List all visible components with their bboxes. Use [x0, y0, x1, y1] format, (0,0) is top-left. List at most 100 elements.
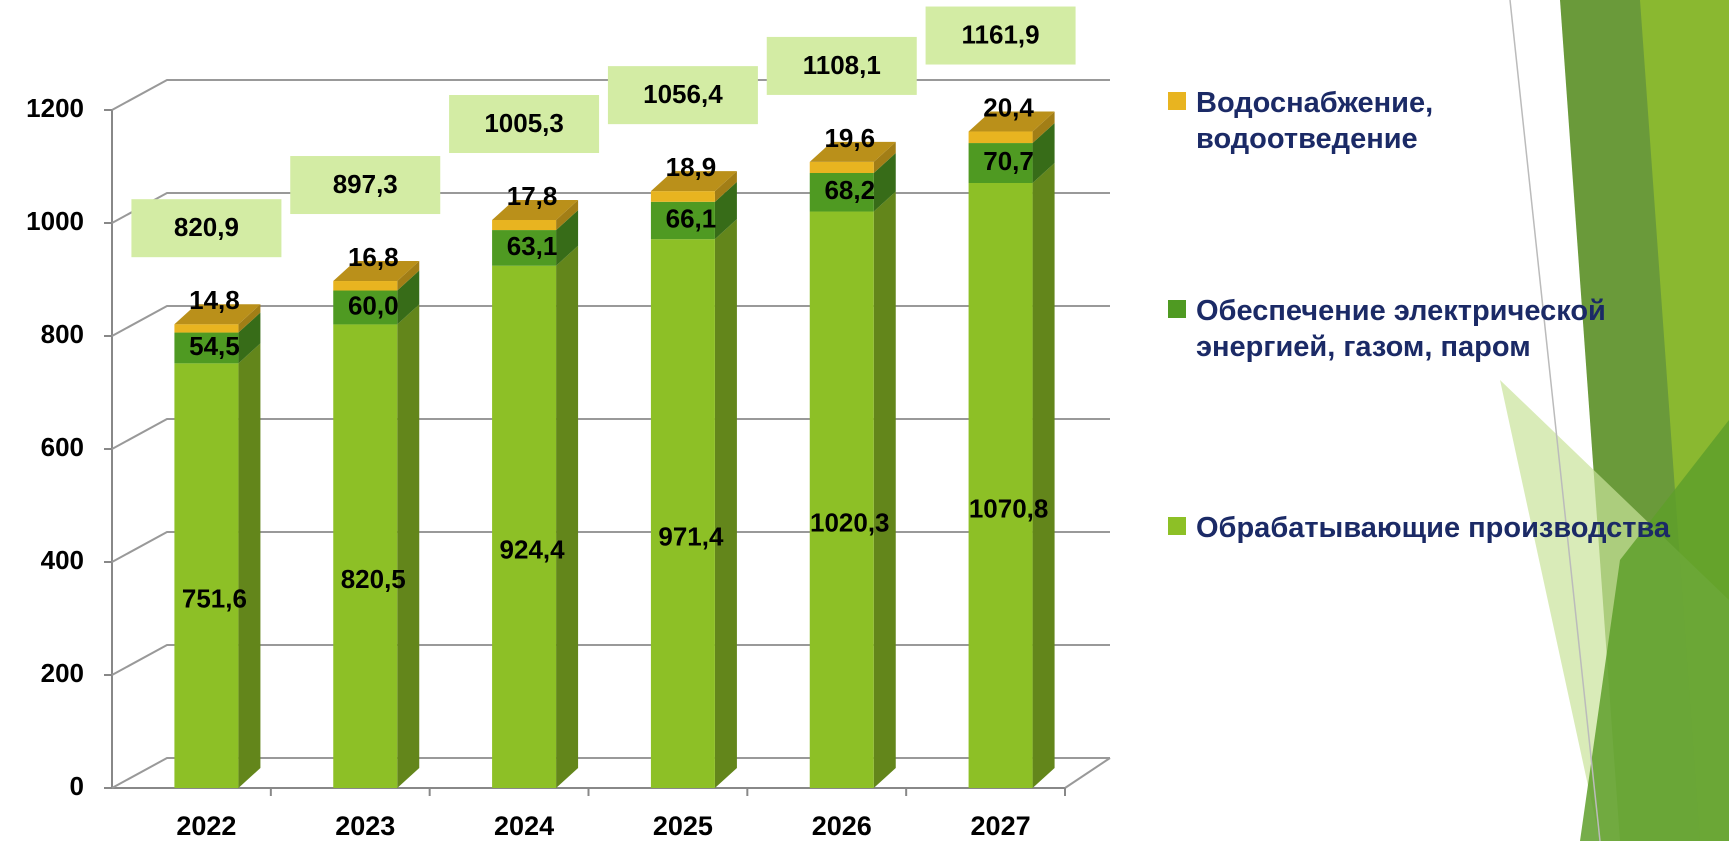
value-label: 70,7 [983, 146, 1034, 176]
legend: Водоснабжение, водоотведение Обеспечение э… [1168, 87, 1671, 544]
bar-side [1032, 111, 1055, 144]
bar-top [650, 171, 737, 192]
bar-segment [968, 131, 1033, 144]
bar-top [174, 304, 261, 325]
grid-line [111, 757, 1110, 789]
value-label: 17,8 [507, 181, 558, 211]
value-label: 14,8 [189, 285, 240, 315]
x-tick-label: 2022 [176, 811, 236, 841]
bar-side [556, 210, 579, 266]
x-tick-label: 2026 [812, 811, 872, 841]
bar-side [556, 200, 579, 231]
y-tick-label: 400 [41, 545, 84, 575]
bar-side [873, 191, 896, 788]
bar-side [556, 245, 579, 789]
value-label: 20,4 [983, 92, 1034, 122]
total-label: 1161,9 [962, 19, 1040, 49]
x-tick-label: 2023 [335, 811, 395, 841]
grid-line [111, 305, 1110, 337]
bar-side [238, 312, 261, 364]
bar-top [968, 111, 1055, 132]
total-label: 1108,1 [803, 50, 881, 80]
total-box [131, 199, 282, 258]
bar-segment [650, 191, 715, 202]
bar-side [873, 141, 896, 173]
x-tick-label: 2024 [494, 811, 554, 841]
value-label: 1070,8 [969, 493, 1049, 523]
bar-segment [492, 265, 557, 788]
x-tick-label: 2027 [971, 811, 1031, 841]
value-label: 16,8 [348, 242, 399, 272]
value-label: 971,4 [658, 521, 724, 551]
x-tick-label: 2025 [653, 811, 713, 841]
bar-segment [333, 290, 398, 325]
bar-segment [809, 161, 874, 173]
value-label: 19,6 [824, 123, 875, 153]
legend-label: Обеспечение электрической энергией, газом… [1196, 295, 1606, 363]
value-label: 924,4 [500, 535, 566, 565]
legend-swatch [1168, 300, 1186, 318]
bar-segment [174, 332, 239, 364]
legend-label: Водоснабжение, водоотведение [1196, 87, 1433, 155]
bar-side [714, 219, 737, 788]
bar-segment [333, 324, 398, 788]
legend-label: Обрабатывающие производства [1196, 512, 1671, 544]
background-decor [1500, 0, 1729, 841]
value-label: 18,9 [666, 152, 717, 182]
bar-side [714, 181, 737, 240]
bar-segment [492, 220, 557, 231]
bar-segment [174, 363, 239, 788]
y-tick-label: 800 [41, 319, 84, 349]
legend-swatch [1168, 92, 1186, 110]
value-label: 820,5 [341, 564, 406, 594]
bar-segment [809, 211, 874, 788]
bar-side [397, 270, 420, 325]
bar-side [714, 171, 737, 202]
bar-segment [650, 201, 715, 240]
grid-line [111, 418, 1110, 450]
legend-swatch [1168, 517, 1186, 535]
bar-top [333, 261, 420, 282]
y-tick-label: 200 [41, 658, 84, 688]
bar-segment [968, 143, 1033, 183]
total-label: 897,3 [333, 169, 398, 199]
total-label: 1056,4 [643, 79, 723, 109]
total-label: 820,9 [174, 212, 239, 242]
bar-segment [333, 281, 398, 291]
bar-side [1032, 162, 1055, 789]
total-box [607, 66, 758, 125]
bar-segment [492, 230, 557, 266]
y-tick-label: 600 [41, 432, 84, 462]
value-label: 1020,3 [810, 508, 890, 538]
bar-side [397, 304, 420, 788]
total-box [449, 95, 600, 154]
grid-line [111, 531, 1110, 563]
total-label: 1005,3 [484, 108, 564, 138]
total-box [925, 6, 1076, 65]
total-box [766, 36, 917, 95]
value-label: 63,1 [507, 231, 558, 261]
y-tick-label: 0 [70, 771, 84, 801]
value-label: 66,1 [666, 203, 717, 233]
value-label: 751,6 [182, 584, 247, 614]
total-box [290, 156, 441, 215]
bar-segment [650, 239, 715, 788]
back-wall-edge [1064, 757, 1111, 789]
bar-segment [174, 324, 239, 333]
plot-area: 0 200 400 600 800 1000 1200 2022 751,6 54,5 14,8 82… [26, 6, 1111, 841]
y-tick-label: 1200 [26, 93, 84, 123]
value-label: 60,0 [348, 290, 399, 320]
bar-segment [809, 172, 874, 212]
bar-side [1032, 123, 1055, 183]
grid-line [111, 192, 1110, 224]
value-label: 68,2 [824, 175, 875, 205]
value-label: 54,5 [189, 331, 240, 361]
bar-side [238, 343, 261, 788]
bar-top [809, 141, 896, 162]
bar-segment [968, 182, 1033, 789]
y-tick-label: 1000 [26, 206, 84, 236]
bar-side [873, 152, 896, 212]
bar-top [492, 200, 579, 221]
bar-side [397, 261, 420, 291]
